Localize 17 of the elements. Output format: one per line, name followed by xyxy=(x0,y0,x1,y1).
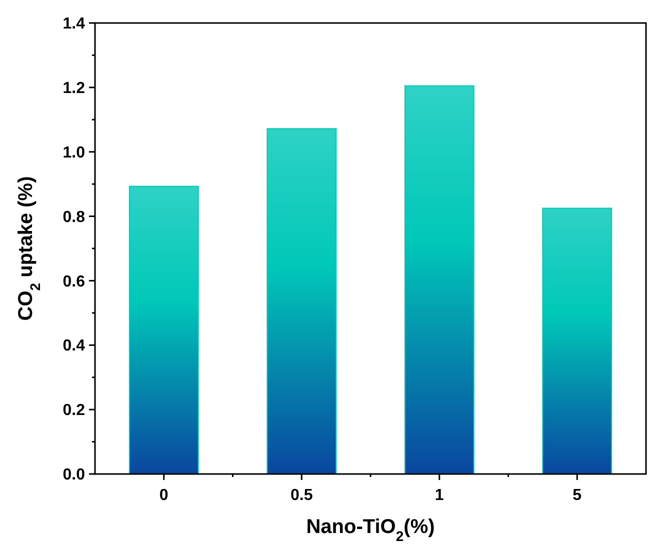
x-tick-label: 5 xyxy=(572,487,582,504)
y-tick-label: 0.4 xyxy=(62,338,86,355)
y-tick-label: 0.6 xyxy=(62,273,86,290)
y-tick-label: 1.0 xyxy=(62,144,86,162)
y-tick-label: 1.4 xyxy=(62,16,86,33)
y-tick-label: 1.2 xyxy=(62,80,86,98)
y-tick-label: 0.8 xyxy=(62,208,86,226)
x-tick-label: 0.5 xyxy=(290,487,313,504)
bar xyxy=(404,85,474,474)
y-tick-label: 0.0 xyxy=(62,466,86,484)
x-tick-label: 0 xyxy=(159,487,168,504)
y-tick-label: 0.2 xyxy=(62,402,86,420)
x-axis-title: Nano-TiO$_{2}$(%) xyxy=(306,516,435,544)
bar xyxy=(266,128,337,474)
bar xyxy=(128,186,199,474)
x-tick-label: 1 xyxy=(434,487,444,504)
bar xyxy=(542,208,612,474)
